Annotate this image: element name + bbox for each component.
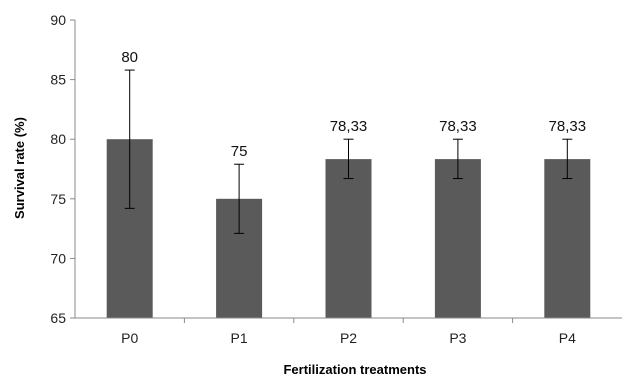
- x-axis-tick-labels: P0 P1 P2 P3 P4: [121, 318, 576, 346]
- y-tick-label: 80: [50, 131, 66, 147]
- error-bars: [124, 69, 573, 234]
- data-label-p1: 75: [231, 143, 248, 160]
- y-tick-label: 85: [50, 72, 66, 88]
- x-tick-label-p3: P3: [449, 330, 466, 346]
- y-tick-label: 70: [50, 250, 66, 266]
- x-axis-title: Fertilization treatments: [283, 362, 426, 377]
- data-label-p0: 80: [121, 49, 138, 66]
- x-tick-label-p4: P4: [559, 330, 576, 346]
- y-axis-ticks: 65 70 75 80 85 90: [50, 12, 75, 326]
- data-label-p2: 78,33: [330, 118, 368, 135]
- data-label-p4: 78,33: [549, 118, 587, 135]
- x-tick-label-p0: P0: [121, 330, 138, 346]
- x-tick-label-p1: P1: [231, 330, 248, 346]
- bar-p2: [325, 159, 372, 318]
- data-label-p3: 78,33: [439, 118, 477, 135]
- y-tick-label: 75: [50, 191, 66, 207]
- bar-p3: [434, 159, 481, 318]
- bar-p4: [544, 159, 591, 318]
- y-tick-label: 90: [50, 12, 66, 28]
- x-tick-label-p2: P2: [340, 330, 357, 346]
- y-tick-label: 65: [50, 310, 66, 326]
- y-axis-title: Survival rate (%): [12, 117, 27, 219]
- axes: [74, 20, 622, 319]
- data-labels: 80 75 78,33 78,33 78,33: [121, 49, 586, 160]
